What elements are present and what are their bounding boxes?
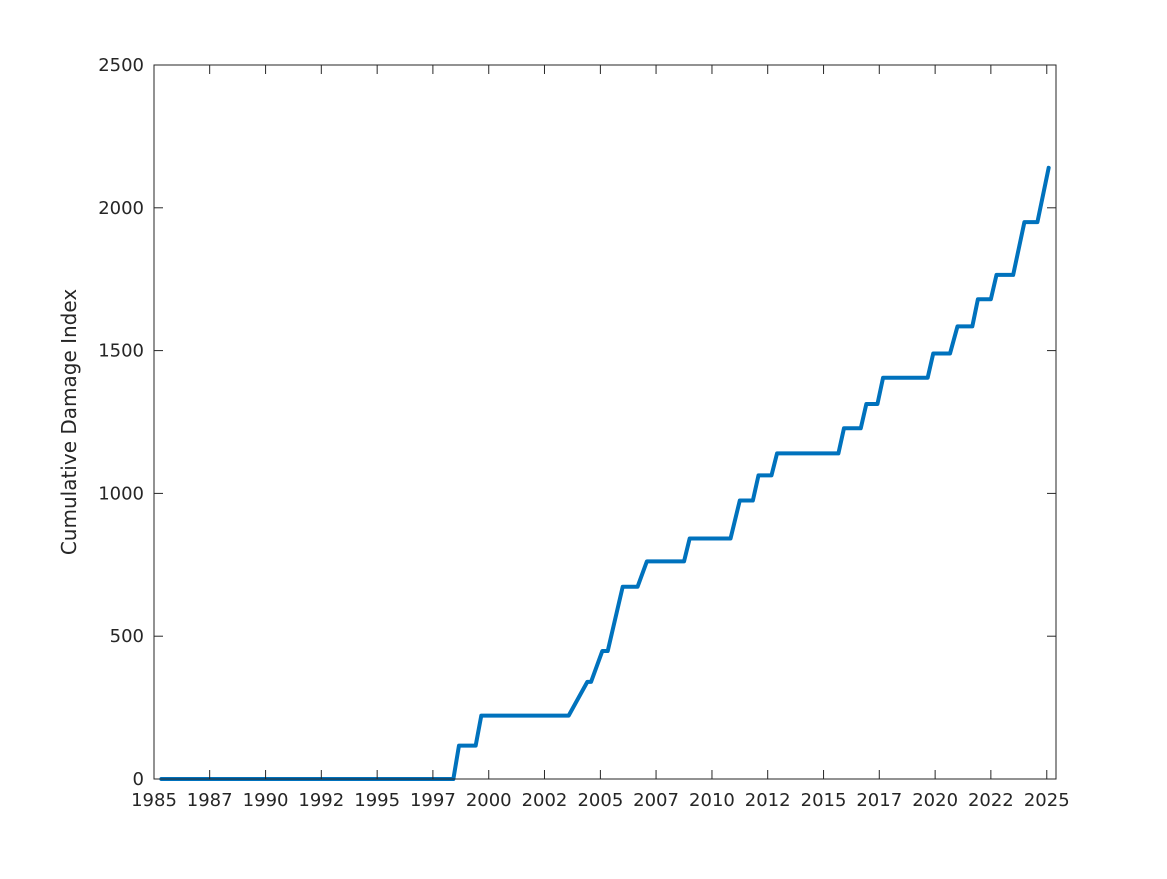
x-tick-label: 2010 xyxy=(689,790,735,811)
x-tick-label: 2005 xyxy=(577,790,623,811)
y-tick-label: 0 xyxy=(133,769,144,790)
y-tick-label: 2500 xyxy=(98,55,144,76)
x-tick-label: 2002 xyxy=(522,790,568,811)
x-tick-label: 1990 xyxy=(243,790,289,811)
y-tick-label: 2000 xyxy=(98,198,144,219)
x-tick-label: 2015 xyxy=(801,790,847,811)
plot-frame xyxy=(153,64,1057,780)
series-layer xyxy=(159,165,1051,781)
y-axis: 0 500 1000 1500 2000 2500 xyxy=(98,55,1056,790)
x-tick-label: 1992 xyxy=(298,790,344,811)
x-tick-label: 2017 xyxy=(856,790,902,811)
x-tick-label: 2020 xyxy=(912,790,958,811)
x-tick-label: 2022 xyxy=(968,790,1014,811)
x-tick-label: 2000 xyxy=(466,790,512,811)
plot-background xyxy=(154,65,1056,779)
x-tick-label: 2025 xyxy=(1024,790,1070,811)
y-tick-label: 500 xyxy=(110,626,144,647)
x-tick-label: 1987 xyxy=(187,790,233,811)
x-axis: 1985 1987 1990 1992 1995 1997 2000 2002 2005 2007… xyxy=(131,65,1070,811)
x-tick-label: 1997 xyxy=(410,790,456,811)
y-axis-label: Cumulative Damage Index xyxy=(57,289,81,555)
y-tick-label: 1000 xyxy=(98,483,144,504)
x-tick-label: 1995 xyxy=(354,790,400,811)
x-tick-label: 2012 xyxy=(745,790,791,811)
x-tick-label: 1985 xyxy=(131,790,177,811)
cumulative-damage-line xyxy=(159,165,1051,781)
y-tick-label: 1500 xyxy=(98,341,144,362)
x-tick-label: 2007 xyxy=(633,790,679,811)
